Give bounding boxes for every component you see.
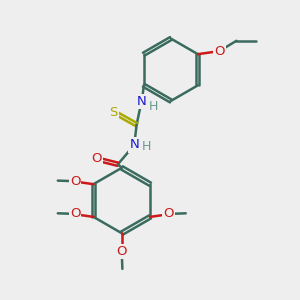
Text: O: O: [163, 207, 174, 220]
Text: H: H: [142, 140, 152, 153]
Text: O: O: [214, 45, 224, 58]
Text: O: O: [116, 245, 127, 258]
Text: S: S: [110, 106, 118, 119]
Text: N: N: [137, 95, 147, 108]
Text: H: H: [148, 100, 158, 113]
Text: O: O: [70, 175, 80, 188]
Text: O: O: [91, 152, 102, 165]
Text: N: N: [129, 138, 139, 152]
Text: O: O: [70, 207, 80, 220]
